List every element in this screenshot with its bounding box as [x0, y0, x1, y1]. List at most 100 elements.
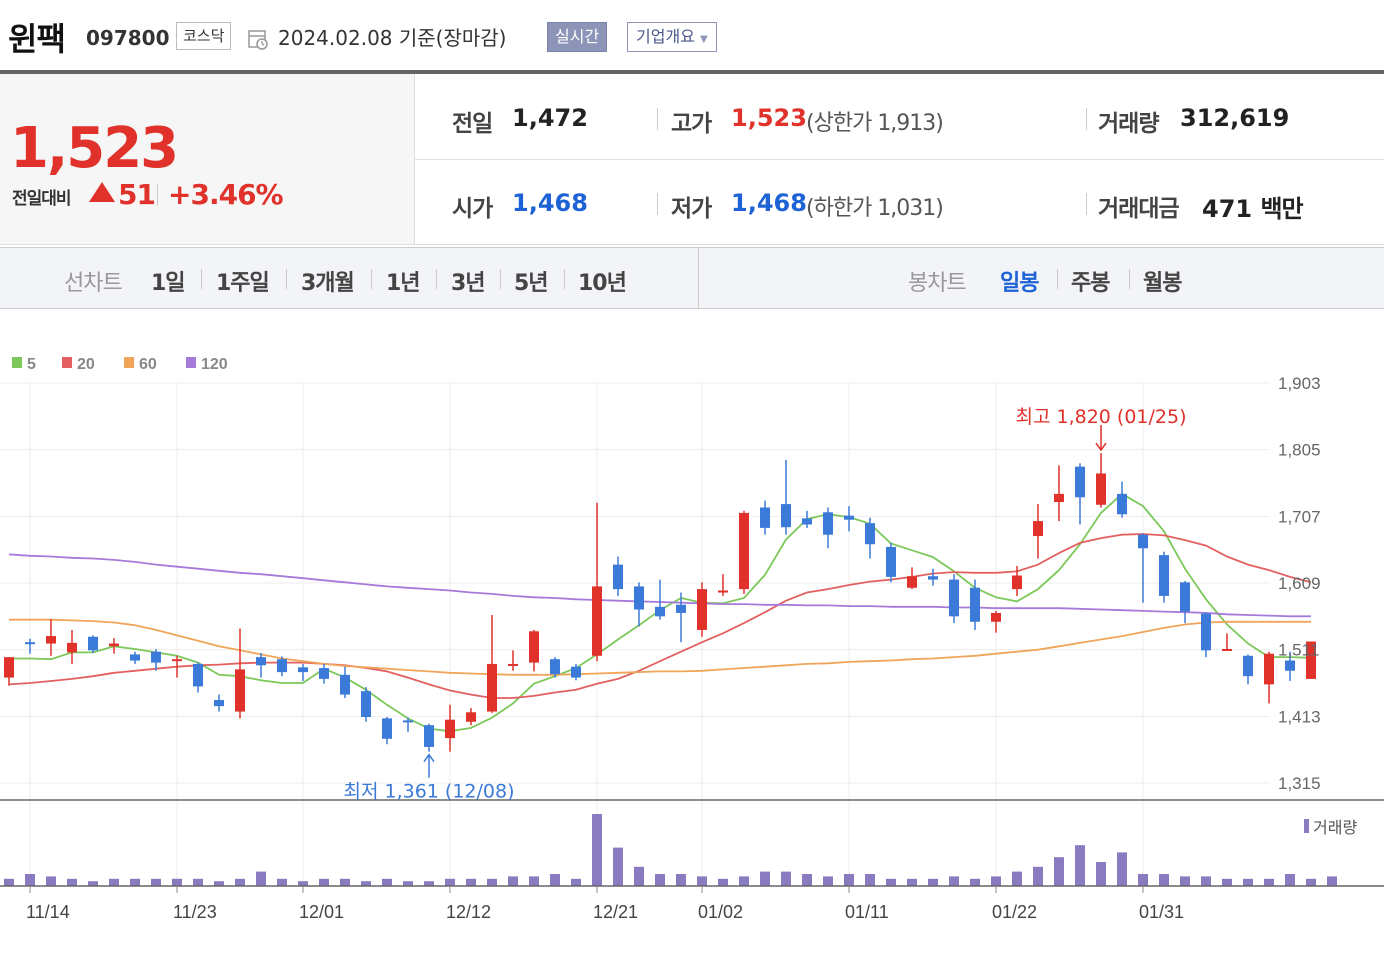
candle-body — [970, 587, 980, 622]
volume-bar — [865, 874, 875, 886]
x-tick-label: 01/31 — [1139, 902, 1184, 922]
candle-weekly[interactable]: 주봉 — [1071, 271, 1110, 296]
high-label: 고가 — [671, 111, 712, 137]
upper-limit-value: 1,913 — [877, 111, 936, 136]
candle-body — [67, 642, 77, 653]
candle-body — [1243, 655, 1253, 677]
candle-daily[interactable]: 일봉 — [1000, 271, 1039, 296]
volume-bar — [214, 881, 224, 886]
trading-amount-unit: 백만 — [1260, 195, 1303, 223]
chart-legend: 5 20 60 120 거래량 — [12, 356, 1357, 837]
upper-limit: (상한가 1,913) — [806, 105, 944, 137]
volume-bar — [529, 876, 539, 886]
trading-amount-number: 471 — [1202, 195, 1253, 223]
high-value: 1,523 — [731, 104, 807, 132]
divider — [500, 269, 501, 289]
candle-chart-label: 봉차트 — [908, 271, 967, 296]
candle-body — [844, 515, 854, 520]
candle-body — [823, 512, 833, 535]
divider — [201, 269, 202, 289]
volume-bar — [1138, 874, 1148, 886]
stock-code: 097800 — [86, 26, 170, 50]
volume-bar — [4, 878, 14, 886]
candle-body — [592, 586, 602, 656]
y-tick-label: 1,707 — [1278, 507, 1321, 526]
calendar-icon — [248, 30, 268, 50]
period-3y[interactable]: 3년 — [451, 271, 486, 296]
legend-label-20: 20 — [77, 356, 95, 373]
volume-bar — [1033, 866, 1043, 886]
legend-swatch-60 — [124, 357, 134, 368]
legend-swatch-20 — [62, 357, 72, 368]
divider — [1086, 193, 1087, 215]
legend-swatch-5 — [12, 357, 22, 368]
candle-body — [928, 576, 938, 580]
legend-swatch-120 — [186, 357, 196, 368]
candle-body — [193, 663, 203, 687]
volume-bar — [928, 878, 938, 886]
candle-body — [991, 612, 1001, 622]
trading-amount-value: 471 백만 — [1202, 189, 1304, 224]
volume-bar — [109, 878, 119, 886]
y-tick-label: 1,609 — [1278, 574, 1321, 593]
candle-body — [151, 651, 161, 663]
header-divider — [0, 70, 1384, 74]
volume-bar — [718, 878, 728, 886]
volume-bar — [340, 878, 350, 886]
volume-bar — [256, 871, 266, 886]
chart-annotations: 최고 1,820 (01/25) 최저 1,361 (12/08) — [343, 406, 1186, 803]
candle-body — [613, 564, 623, 590]
candle-body — [802, 518, 812, 525]
candle-body — [424, 725, 434, 747]
volume-bar — [172, 878, 182, 886]
candle-body — [1159, 555, 1169, 596]
volume-value: 312,619 — [1180, 104, 1290, 132]
volume-bar — [739, 876, 749, 886]
volume-legend-swatch — [1304, 819, 1309, 833]
low-annotation: 최저 1,361 (12/08) — [343, 781, 514, 803]
open-label: 시가 — [452, 196, 493, 222]
candle-body — [886, 546, 896, 577]
volume-bar — [361, 881, 371, 886]
candle-body — [907, 576, 917, 588]
volume-bar — [886, 878, 896, 886]
price-chart: 1,903 1,805 1,707 1,609 1,511 1,413 1,315 11/14… — [0, 356, 1384, 922]
volume-bar — [550, 874, 560, 886]
candle-body — [298, 667, 308, 673]
candle-body — [319, 668, 329, 679]
volume-bar — [487, 878, 497, 886]
volume-bar — [445, 878, 455, 886]
open-value: 1,468 — [512, 189, 588, 217]
ma-line-60 — [9, 618, 1311, 676]
period-bar — [0, 247, 1384, 309]
period-1y[interactable]: 1년 — [386, 271, 421, 296]
company-overview-button[interactable]: 기업개요 ▼ — [627, 22, 717, 52]
stock-name: 윈팩 — [8, 20, 66, 58]
period-3m[interactable]: 3개월 — [301, 271, 355, 296]
x-tick-label: 12/01 — [299, 902, 344, 922]
volume-bar — [151, 878, 161, 886]
upper-limit-label: (상한가 — [806, 111, 872, 136]
price-change-percent: +3.46% — [168, 178, 284, 211]
candle-body — [1180, 582, 1190, 612]
volume-bar — [277, 878, 287, 886]
candle-monthly[interactable]: 월봉 — [1143, 271, 1182, 296]
candle-body — [550, 659, 560, 675]
candle-body — [865, 523, 875, 545]
divider — [286, 269, 287, 289]
volume-bar — [25, 874, 35, 886]
stats-divider — [414, 159, 1384, 160]
period-1w[interactable]: 1주일 — [216, 271, 270, 296]
prev-close-value: 1,472 — [512, 104, 588, 132]
candle-body — [739, 512, 749, 590]
period-1d[interactable]: 1일 — [151, 271, 186, 296]
legend-label-5: 5 — [27, 356, 36, 373]
candle-body — [1138, 534, 1148, 549]
candle-body — [949, 579, 959, 617]
candle-body — [1012, 575, 1022, 590]
period-10y[interactable]: 10년 — [578, 271, 627, 296]
period-5y[interactable]: 5년 — [514, 271, 549, 296]
volume-bar — [46, 876, 56, 886]
volume-bar — [235, 878, 245, 886]
realtime-button[interactable]: 실시간 — [547, 22, 608, 52]
